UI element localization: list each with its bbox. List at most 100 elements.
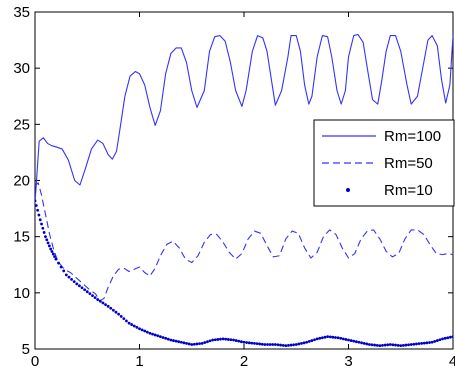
series-point — [446, 336, 449, 339]
series-point — [102, 302, 105, 305]
series-point — [329, 336, 332, 339]
series-point — [227, 338, 230, 341]
series-point — [219, 338, 222, 341]
series-point — [88, 292, 91, 295]
y-tick-label: 30 — [13, 60, 30, 77]
series-point — [303, 341, 306, 344]
series-point — [274, 343, 277, 346]
series-point — [39, 218, 42, 221]
series-point — [386, 343, 389, 346]
series-point — [99, 300, 102, 303]
series-point — [318, 337, 321, 340]
series-point — [57, 262, 60, 265]
series-point — [52, 253, 55, 256]
series-point — [305, 341, 308, 344]
series-point — [253, 342, 256, 345]
legend-label: Rm=10 — [384, 182, 433, 199]
series-point — [240, 340, 243, 343]
series-point — [337, 336, 340, 339]
series-point — [264, 343, 267, 346]
series-point — [146, 331, 149, 334]
series-point — [321, 336, 324, 339]
series-point — [284, 344, 287, 347]
series-point — [164, 337, 167, 340]
y-tick-label: 35 — [13, 4, 30, 21]
series-point — [167, 338, 170, 341]
series-point — [316, 337, 319, 340]
series-point — [415, 343, 418, 346]
legend-label: Rm=100 — [384, 128, 441, 145]
series-point — [133, 325, 136, 328]
series-point — [371, 343, 374, 346]
series-point — [410, 343, 413, 346]
series-point — [344, 338, 347, 341]
series-point — [373, 344, 376, 347]
series-point — [96, 298, 99, 301]
series-point — [326, 335, 329, 338]
series-point — [112, 309, 115, 312]
series-point — [368, 343, 371, 346]
series-point — [162, 336, 165, 339]
series-point — [258, 343, 261, 346]
series-point — [402, 344, 405, 347]
series-point — [425, 341, 428, 344]
series-point — [62, 270, 65, 273]
series-point — [224, 338, 227, 341]
series-point — [412, 343, 415, 346]
series-point — [109, 307, 112, 310]
series-point — [68, 276, 71, 279]
series-point — [250, 342, 253, 345]
series-point — [452, 335, 455, 338]
series-point — [130, 323, 133, 326]
series-point — [198, 342, 201, 345]
series-point — [331, 336, 334, 339]
series-point — [334, 336, 337, 339]
series-point — [376, 344, 379, 347]
series-point — [394, 344, 397, 347]
series-point — [420, 342, 423, 345]
series-point — [279, 344, 282, 347]
series-point — [311, 339, 314, 342]
series-point — [287, 344, 290, 347]
series-point — [73, 280, 76, 283]
series-point — [183, 341, 186, 344]
series-point — [300, 342, 303, 345]
y-tick-label: 25 — [13, 116, 30, 133]
series-point — [282, 344, 285, 347]
series-point — [135, 326, 138, 329]
legend-label: Rm=50 — [384, 155, 433, 172]
series-point — [339, 337, 342, 340]
series-point — [397, 344, 400, 347]
series-point — [441, 337, 444, 340]
series-point — [245, 341, 248, 344]
series-point — [122, 317, 125, 320]
series-point — [177, 340, 180, 343]
y-tick-label: 5 — [22, 341, 30, 358]
series-point — [237, 340, 240, 343]
series-point — [358, 341, 361, 344]
series-point — [407, 343, 410, 346]
series-point — [188, 343, 191, 346]
series-point — [392, 343, 395, 346]
series-point — [277, 343, 280, 346]
x-tick-label: 3 — [344, 353, 352, 370]
series-point — [45, 238, 48, 241]
series-point — [444, 337, 447, 340]
series-point — [232, 339, 235, 342]
series-point — [292, 343, 295, 346]
series-point — [271, 343, 274, 346]
series-point — [138, 327, 141, 330]
series-point — [261, 343, 264, 346]
legend: Rm=100 Rm=50 Rm=10 — [314, 120, 454, 206]
y-tick-label: 20 — [13, 173, 30, 190]
series-point — [35, 204, 38, 207]
series-point — [256, 342, 259, 345]
series-point — [248, 341, 251, 344]
series-point — [48, 245, 51, 248]
series-point — [81, 286, 84, 289]
series-point — [209, 339, 212, 342]
series-point — [355, 340, 358, 343]
series-point — [352, 340, 355, 343]
series-point — [51, 250, 54, 253]
